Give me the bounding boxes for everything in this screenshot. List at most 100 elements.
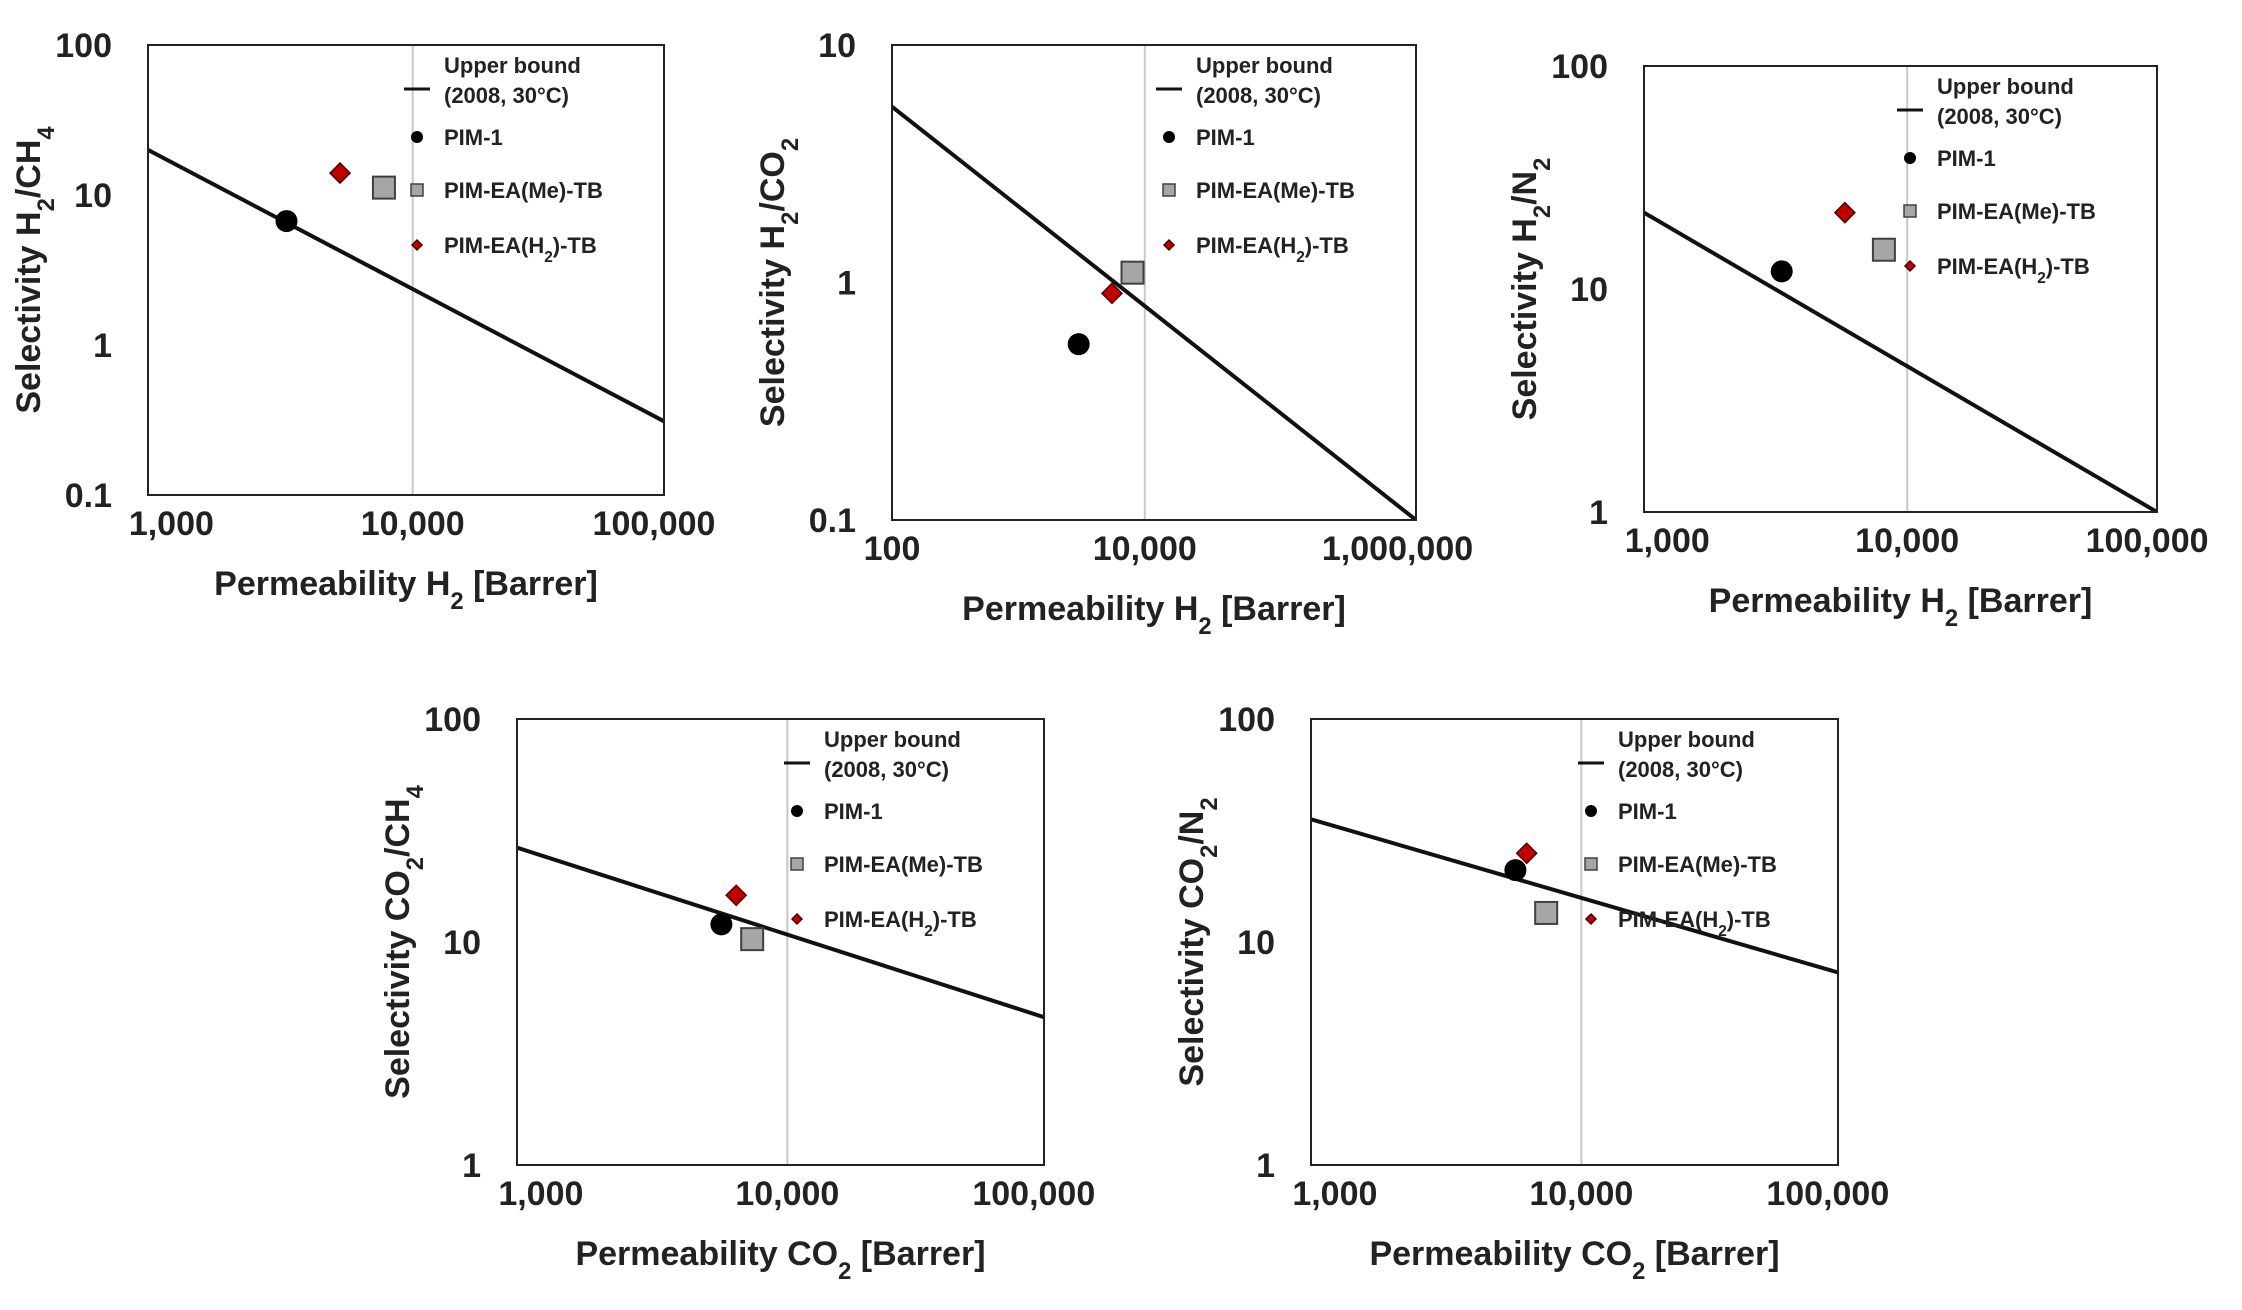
legend-pim-ea-me-tb-label: PIM-EA(Me)-TB [1618, 852, 1777, 877]
legend-upper-bound-label-2: (2008, 30°C) [444, 83, 569, 108]
legend-pim-ea-me-tb-swatch [410, 183, 424, 197]
y-tick-label: 1 [837, 265, 856, 303]
legend-pim-ea-me-tb-label: PIM-EA(Me)-TB [1937, 199, 2096, 224]
upper-bound-line [892, 105, 1416, 520]
point-pim-ea-h2-tb [1833, 201, 1856, 224]
point-pim-1 [1504, 859, 1527, 882]
legend-pim-ea-h2-tb-swatch [1162, 238, 1176, 252]
y-axis-label: Selectivity CO2/N2 [1173, 797, 1223, 1086]
legend-pim-ea-h2-tb-label: PIM-EA(H2)-TB [1196, 233, 1349, 266]
x-tick-label: 1,000,000 [1322, 530, 1473, 568]
y-axis-label: Selectivity H2/CO2 [754, 138, 804, 427]
legend-pim-1-label: PIM-1 [444, 125, 503, 150]
legend-pim-1-label: PIM-1 [1196, 125, 1255, 150]
chart-co2-n2: 1,000 10,000 100,000 1 10 100 Permeability CO2… [1173, 701, 1889, 1285]
upper-bound-line [517, 845, 1044, 1020]
plot-frame [1643, 65, 2158, 513]
chart-co2-ch4: 1,000 10,000 100,000 1 10 100 Permeability CO2… [379, 701, 1095, 1285]
legend-pim-ea-me-tb-label: PIM-EA(Me)-TB [824, 852, 983, 877]
legend-pim-1-label: PIM-1 [1937, 146, 1996, 171]
chart-h2-co2: 100 10,000 1,000,000 0.1 1 10 Permeability H2 … [754, 27, 1473, 640]
y-tick-label: 1 [93, 327, 112, 365]
x-axis-label: Permeability H2 [Barrer] [962, 590, 1346, 640]
legend-upper-bound-label-2: (2008, 30°C) [1618, 757, 1743, 782]
x-tick-label: 1,000 [1292, 1175, 1377, 1213]
legend-upper-bound-label: Upper bound [1937, 74, 2074, 99]
plot-frame [147, 44, 665, 496]
y-axis-label: Selectivity H2/CH4 [10, 126, 60, 414]
y-tick-label: 10 [443, 924, 481, 962]
legend-pim-ea-h2-tb-label: PIM-EA(H2)-TB [444, 233, 597, 266]
x-axis-label: Permeability H2 [Barrer] [1709, 582, 2093, 632]
legend-pim-ea-h2-tb-label: PIM-EA(H2)-TB [824, 907, 977, 940]
legend-pim-1-swatch [1163, 131, 1175, 143]
legend: Upper bound (2008, 30°C) PIM-1 PIM-EA(Me)-T… [1897, 74, 2096, 287]
point-pim-1 [275, 210, 298, 233]
legend-pim-ea-h2-tb-swatch [1903, 259, 1917, 273]
x-tick-label: 1,000 [1625, 522, 1710, 560]
y-tick-label: 1 [1589, 494, 1608, 532]
legend-pim-ea-h2-tb-label: PIM-EA(H2)-TB [1937, 254, 2090, 287]
legend: Upper bound (2008, 30°C) PIM-1 PIM-EA(Me)-T… [1156, 53, 1355, 266]
point-pim-ea-me-tb [1871, 237, 1896, 262]
plot-frame [516, 718, 1045, 1166]
x-tick-label: 1,000 [129, 505, 214, 543]
x-tick-label: 10,000 [1529, 1175, 1633, 1213]
legend-pim-1-label: PIM-1 [1618, 799, 1677, 824]
x-tick-label: 10,000 [1855, 522, 1959, 560]
legend-pim-1-swatch [791, 805, 803, 817]
legend-pim-ea-me-tb-swatch [1903, 204, 1917, 218]
y-tick-label: 1 [462, 1147, 481, 1185]
point-pim-ea-me-tb [1120, 260, 1145, 285]
y-tick-label: 100 [424, 701, 481, 739]
y-tick-label: 10 [818, 27, 856, 65]
legend-upper-bound-label-2: (2008, 30°C) [1196, 83, 1321, 108]
legend-upper-bound-label: Upper bound [444, 53, 581, 78]
y-axis-label: Selectivity CO2/CH4 [379, 784, 429, 1098]
x-tick-label: 100,000 [972, 1175, 1095, 1213]
x-axis-label: Permeability H2 [Barrer] [214, 565, 598, 615]
x-axis-label: Permeability CO2 [Barrer] [1369, 1235, 1779, 1285]
x-tick-label: 10,000 [735, 1175, 839, 1213]
legend-pim-1-swatch [1904, 152, 1916, 164]
legend: Upper bound (2008, 30°C) PIM-1 PIM-EA(Me)-T… [784, 727, 983, 940]
y-tick-label: 100 [55, 27, 112, 65]
point-pim-ea-me-tb [371, 175, 396, 200]
point-pim-ea-h2-tb [1515, 842, 1538, 865]
legend-pim-ea-me-tb-swatch [1162, 183, 1176, 197]
point-pim-ea-me-tb [740, 927, 765, 952]
legend-pim-ea-h2-tb-swatch [790, 912, 804, 926]
upper-bound-line [148, 148, 664, 424]
legend-pim-ea-me-tb-label: PIM-EA(Me)-TB [1196, 178, 1355, 203]
legend-upper-bound-label: Upper bound [1196, 53, 1333, 78]
y-tick-label: 10 [1570, 271, 1608, 309]
x-tick-label: 100 [864, 530, 921, 568]
x-tick-label: 100,000 [593, 505, 716, 543]
x-axis-label: Permeability CO2 [Barrer] [575, 1235, 985, 1285]
x-tick-label: 1,000 [498, 1175, 583, 1213]
x-tick-label: 10,000 [1093, 530, 1197, 568]
plot-frame [1310, 718, 1839, 1166]
y-tick-label: 10 [1237, 924, 1275, 962]
y-axis-label: Selectivity H2/N2 [1506, 158, 1556, 421]
point-pim-ea-h2-tb [328, 162, 352, 185]
legend-pim-ea-h2-tb-label: PIM-EA(H2)-TB [1618, 907, 1771, 940]
legend-pim-ea-me-tb-swatch [790, 857, 804, 871]
plot-frame [891, 44, 1417, 521]
y-tick-label: 0.1 [809, 502, 856, 540]
legend: Upper bound (2008, 30°C) PIM-1 PIM-EA(Me)-T… [1578, 727, 1777, 940]
legend: Upper bound (2008, 30°C) PIM-1 PIM-EA(Me)-T… [404, 53, 603, 266]
legend-upper-bound-label: Upper bound [1618, 727, 1755, 752]
point-pim-ea-h2-tb [725, 884, 748, 907]
y-tick-label: 0.1 [65, 477, 112, 515]
chart-h2-ch4: 1,000 10,000 100,000 0.1 1 10 100 Permeability … [10, 27, 715, 615]
y-tick-label: 100 [1218, 701, 1275, 739]
point-pim-ea-me-tb [1534, 900, 1559, 925]
point-pim-ea-h2-tb [1100, 282, 1124, 305]
y-tick-label: 10 [74, 177, 112, 215]
legend-upper-bound-label: Upper bound [824, 727, 961, 752]
legend-pim-ea-me-tb-label: PIM-EA(Me)-TB [444, 178, 603, 203]
legend-pim-ea-h2-tb-swatch [410, 238, 424, 252]
point-pim-1 [710, 913, 733, 936]
